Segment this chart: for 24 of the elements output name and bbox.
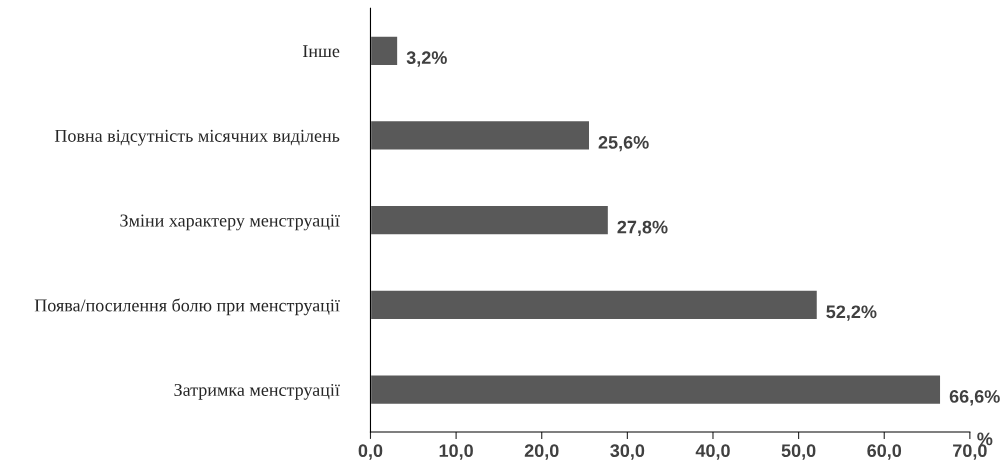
bar — [370, 374, 942, 406]
y-tick-label: Інше — [302, 45, 340, 58]
x-tick-label: 40,0 — [695, 444, 730, 460]
y-tick-label: Поява/посилення болю при менструації — [34, 298, 340, 316]
data-label: 52,2% — [826, 305, 877, 321]
x-tick-label: 60,0 — [867, 444, 902, 460]
bar — [370, 204, 610, 236]
y-tick-label: Зміни характеру менструації — [120, 214, 340, 231]
x-tick-label: 70,0 — [953, 444, 987, 460]
data-label: 27,8% — [617, 220, 668, 237]
data-label: 3,2% — [406, 51, 447, 67]
data-label: 66,6% — [949, 390, 1000, 406]
data-label: 25,6% — [598, 135, 649, 152]
y-tick-label: Затримка менструації — [174, 383, 340, 400]
x-tick-label: 10,0 — [439, 444, 473, 460]
x-tick-label: 20,0 — [524, 444, 559, 460]
bar — [370, 35, 399, 67]
x-tick-label: 0,0 — [358, 444, 383, 460]
x-tick-label: 30,0 — [610, 444, 645, 460]
bar — [370, 289, 819, 321]
x-axis-title: % — [977, 432, 993, 446]
x-tick-label: 50,0 — [781, 444, 816, 460]
y-tick-label: Повна відсутність місячних виділень — [54, 129, 340, 146]
bar — [370, 119, 591, 152]
